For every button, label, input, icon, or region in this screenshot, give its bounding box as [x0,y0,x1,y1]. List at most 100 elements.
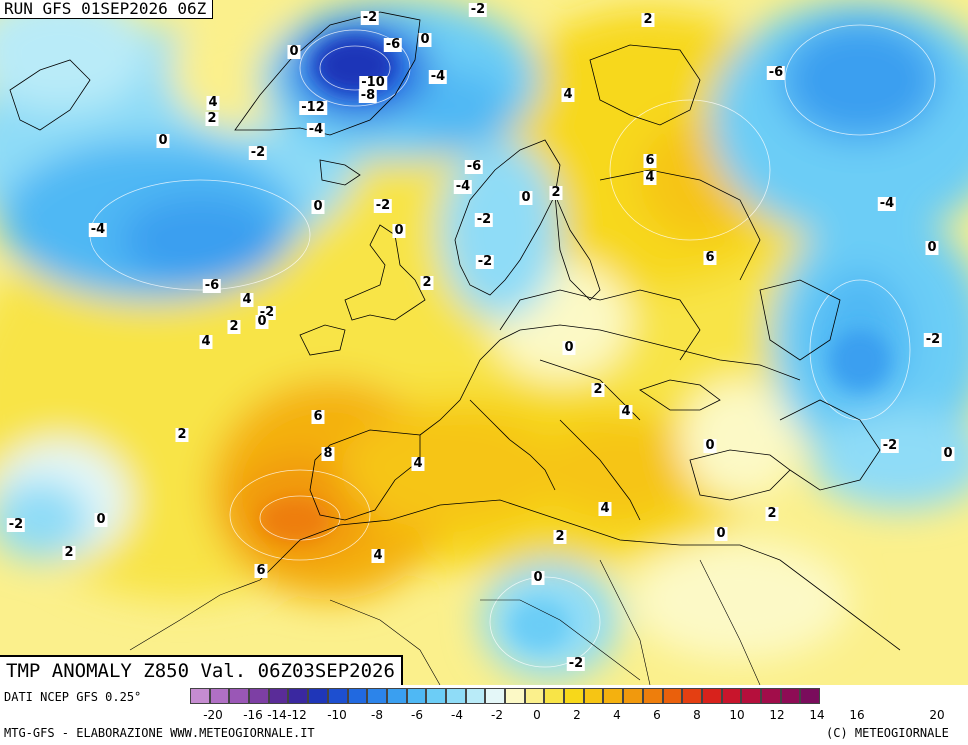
scale-swatch [662,688,683,704]
credit-right: (C) METEOGIORNALE [826,726,949,740]
contour-label: -2 [373,198,393,213]
contour-label: 0 [714,526,728,541]
contour-label: -8 [358,88,378,103]
scale-swatch [682,688,702,704]
contour-label: -4 [306,122,326,137]
contour-label: 6 [254,563,268,578]
map-title: TMP ANOMALY Z850 Val. 06Z03SEP2026 [0,655,403,685]
scale-tick-label: -6 [411,708,423,722]
scale-swatch [229,688,250,704]
contour-label: -2 [360,10,380,25]
scale-tick-label: 16 [849,708,865,722]
contour-label: 2 [175,427,189,442]
contour-label: 2 [641,12,655,27]
scale-tick-label: -8 [371,708,383,722]
map-field [0,0,968,685]
contour-label: 2 [765,506,779,521]
contour-label: 6 [311,409,325,424]
contour-label: 0 [418,32,432,47]
scale-swatch [603,688,624,704]
scale-swatch [583,688,604,704]
contour-label: -2 [923,332,943,347]
scale-swatch [190,688,210,704]
contour-label: 8 [321,446,335,461]
contour-label: 4 [619,404,633,419]
scale-tick-label: -4 [451,708,463,722]
scale-tick-label: 12 [769,708,785,722]
scale-swatch [406,688,427,704]
scale-tick-label: -10 [327,708,347,722]
contour-label: -12 [299,100,327,115]
contour-label: -2 [6,517,26,532]
contour-label: -4 [877,196,897,211]
contour-label: 0 [703,438,717,453]
scale-tick-label: 8 [693,708,701,722]
contour-label: -2 [566,656,586,671]
scale-swatch [721,688,742,704]
contour-label: 2 [420,275,434,290]
contour-label: 0 [156,133,170,148]
scale-swatch [426,688,446,704]
contour-label: 0 [392,223,406,238]
color-scale [190,688,820,704]
credit-left: MTG-GFS - ELABORAZIONE WWW.METEOGIORNALE… [4,726,315,740]
scale-swatch [347,688,368,704]
scale-tick-label: 4 [613,708,621,722]
scale-tick-label: 2 [573,708,581,722]
scale-swatch [760,688,781,704]
scale-swatch [642,688,663,704]
contour-label: 4 [206,95,220,110]
contour-label: 0 [941,446,955,461]
contour-label: 2 [227,319,241,334]
contour-label: -4 [428,69,448,84]
contour-label: -2 [475,254,495,269]
contour-label: -4 [88,222,108,237]
contour-label: 4 [598,501,612,516]
scale-tick-label: -16 [243,708,263,722]
scale-swatch [465,688,486,704]
contour-label: 0 [925,240,939,255]
contour-label: -6 [202,278,222,293]
scale-swatch [249,688,269,704]
anomaly-map: -2 -2 2 0 -6 0 -12 -10 -8 -4 4 2 0 -2 -4… [0,0,968,685]
contour-label: 0 [519,190,533,205]
scale-tick-label: 6 [653,708,661,722]
scale-tick-label: 10 [729,708,745,722]
contour-label: 4 [411,456,425,471]
contour-label: -6 [766,65,786,80]
contour-label: 0 [531,570,545,585]
scale-swatch [268,688,289,704]
scale-swatch [367,688,387,704]
scale-tick-label: -2 [491,708,503,722]
contour-label: -6 [464,159,484,174]
contour-label: 0 [562,340,576,355]
contour-label: 4 [371,548,385,563]
contour-label: -2 [468,2,488,17]
contour-label: -10 [359,75,387,90]
scale-tick-label: -20 [203,708,223,722]
scale-swatch [524,688,545,704]
contour-label: 2 [553,529,567,544]
contour-label: -2 [474,212,494,227]
scale-swatch [308,688,328,704]
scale-swatch [741,688,761,704]
data-source: DATI NCEP GFS 0.25° [4,690,142,704]
run-header: RUN GFS 01SEP2026 06Z [0,0,214,19]
contour-label: -6 [383,37,403,52]
contour-label: 6 [643,153,657,168]
scale-swatch [564,688,584,704]
scale-swatch [544,688,565,704]
contour-label: 2 [591,382,605,397]
scale-swatch [780,688,801,704]
scale-swatch [505,688,525,704]
scale-tick-label: 20 [929,708,945,722]
contour-label: 4 [561,87,575,102]
contour-label: -2 [880,438,900,453]
scale-swatch [386,688,407,704]
contour-label: 0 [287,44,301,59]
scale-swatch [445,688,466,704]
contour-label: 0 [311,199,325,214]
contour-label: 6 [703,250,717,265]
scale-swatch [701,688,722,704]
scale-swatch [288,688,309,704]
